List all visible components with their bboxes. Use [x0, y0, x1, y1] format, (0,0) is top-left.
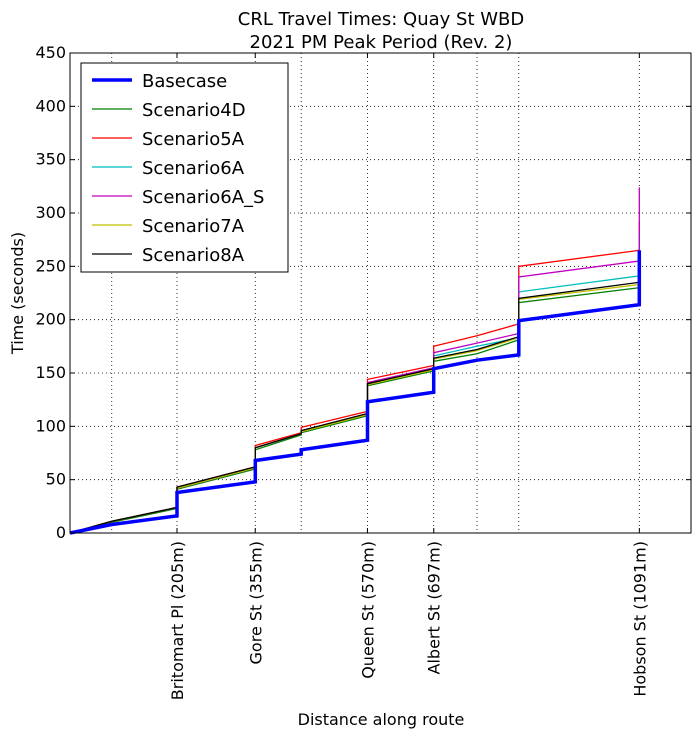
series-line-scenario7a [69, 250, 640, 534]
series-line-scenario4d [69, 245, 640, 534]
x-tick-label: Queen St (570m) [358, 541, 377, 679]
axis-ticks: 0 50 100 150 200 250 300 350 400 450 Britomart Pl … [35, 43, 691, 700]
y-tick-label: 100 [35, 416, 66, 435]
legend-label: Scenario5A [142, 129, 245, 150]
x-tick-label: Britomart Pl (205m) [168, 541, 187, 700]
legend-label: Basecase [142, 71, 227, 92]
legend-label: Scenario4D [142, 100, 246, 121]
y-tick-label: 350 [35, 150, 66, 169]
series-line-basecase [69, 250, 642, 535]
y-axis-label: Time (seconds) [8, 232, 27, 355]
legend: Basecase Scenario4D Scenario5A Scenario6A Sc… [80, 62, 289, 273]
y-tick-label: 250 [35, 256, 66, 275]
series-line-scenario6a [69, 231, 640, 534]
y-tick-label: 50 [46, 470, 66, 489]
y-tick-label: 450 [35, 43, 66, 62]
y-tick-label: 150 [35, 363, 66, 382]
y-tick-label: 0 [56, 523, 66, 542]
x-tick-label: Gore St (355m) [246, 541, 265, 664]
legend-label: Scenario7A [142, 216, 245, 237]
legend-label: Scenario6A [142, 158, 245, 179]
y-tick-label: 300 [35, 203, 66, 222]
chart-title: CRL Travel Times: Quay St WBD [238, 9, 524, 30]
series-lines [69, 187, 642, 535]
chart-subtitle: 2021 PM Peak Period (Rev. 2) [250, 32, 513, 53]
x-tick-label: Albert St (697m) [425, 541, 444, 674]
x-axis-label: Distance along route [298, 710, 465, 729]
plot-frame [69, 52, 692, 534]
y-tick-label: 200 [35, 310, 66, 329]
legend-label: Scenario8A [142, 245, 245, 266]
x-tick-label: Hobson St (1091m) [630, 541, 649, 697]
y-tick-label: 400 [35, 96, 66, 115]
legend-label: Scenario6A_S [142, 187, 264, 208]
